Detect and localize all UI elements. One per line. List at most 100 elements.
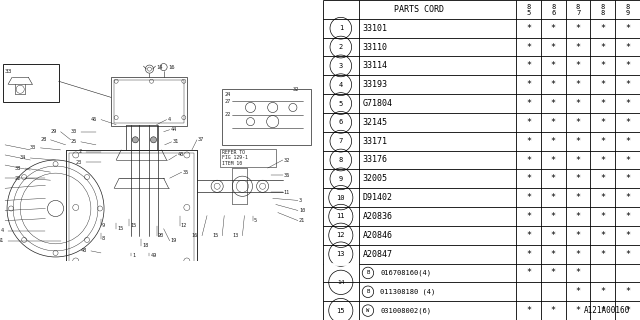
Text: 5: 5	[253, 218, 257, 223]
Text: *: *	[551, 268, 556, 277]
Text: G71804: G71804	[363, 99, 393, 108]
Text: *: *	[575, 268, 580, 277]
Text: *: *	[575, 174, 580, 183]
Text: 32005: 32005	[363, 174, 388, 183]
Text: 22: 22	[15, 176, 21, 181]
Text: 31: 31	[173, 139, 179, 144]
Text: 43: 43	[0, 186, 1, 191]
Text: B: B	[366, 270, 369, 276]
Bar	[68, 153, 194, 263]
Bar	[220, 149, 276, 167]
Text: 8: 8	[625, 4, 630, 10]
Text: *: *	[551, 80, 556, 89]
Text: 031008002(6): 031008002(6)	[380, 307, 431, 314]
Text: 1: 1	[132, 253, 136, 259]
Text: 25: 25	[70, 139, 77, 144]
Text: PARTS CORD: PARTS CORD	[394, 5, 444, 14]
Text: 4: 4	[168, 117, 171, 122]
Text: *: *	[526, 212, 531, 221]
Text: *: *	[526, 118, 531, 127]
Text: *: *	[575, 231, 580, 240]
Text: *: *	[526, 174, 531, 183]
Text: *: *	[575, 156, 580, 164]
Text: *: *	[600, 61, 605, 70]
Text: 5: 5	[339, 100, 343, 107]
Text: 15: 15	[337, 308, 345, 314]
Text: 8: 8	[551, 4, 556, 10]
Text: 11: 11	[284, 190, 290, 195]
Text: *: *	[526, 61, 531, 70]
Text: 8: 8	[339, 157, 343, 163]
Text: *: *	[575, 193, 580, 202]
Text: 13: 13	[337, 251, 345, 257]
Text: 40: 40	[178, 152, 184, 157]
Text: 32: 32	[284, 157, 290, 163]
Text: A121A00160: A121A00160	[584, 306, 630, 315]
Text: *: *	[625, 212, 630, 221]
Text: 3: 3	[339, 63, 343, 69]
Text: 32: 32	[293, 87, 299, 92]
Text: 2: 2	[79, 149, 82, 155]
Text: *: *	[600, 231, 605, 240]
Text: *: *	[551, 193, 556, 202]
Text: *: *	[625, 118, 630, 127]
Text: *: *	[575, 118, 580, 127]
Text: *: *	[526, 99, 531, 108]
Text: 38: 38	[15, 165, 21, 171]
Text: 8: 8	[576, 4, 580, 10]
Text: *: *	[526, 137, 531, 146]
Text: *: *	[600, 306, 605, 315]
Text: 11: 11	[337, 213, 345, 220]
Bar	[111, 77, 187, 126]
Text: 32145: 32145	[363, 118, 388, 127]
Text: *: *	[526, 156, 531, 164]
Text: *: *	[551, 61, 556, 70]
Text: *: *	[575, 137, 580, 146]
Text: 42: 42	[0, 218, 1, 223]
Text: A20847: A20847	[363, 250, 393, 259]
Bar	[222, 89, 311, 145]
Text: *: *	[575, 24, 580, 33]
Text: *: *	[551, 99, 556, 108]
Text: 8: 8	[601, 10, 605, 16]
Text: *: *	[526, 193, 531, 202]
Text: 16: 16	[169, 65, 175, 69]
Text: REFER TO: REFER TO	[222, 150, 245, 156]
Text: 36: 36	[284, 173, 290, 178]
Text: 9: 9	[625, 10, 630, 16]
Text: 34: 34	[20, 156, 26, 161]
Text: *: *	[526, 231, 531, 240]
Text: *: *	[551, 306, 556, 315]
Text: 33193: 33193	[363, 80, 388, 89]
Text: 10: 10	[299, 208, 305, 213]
Text: 12: 12	[337, 232, 345, 238]
Text: *: *	[551, 118, 556, 127]
Text: 23: 23	[76, 159, 82, 164]
Text: 7: 7	[576, 10, 580, 16]
Text: *: *	[575, 212, 580, 221]
Text: *: *	[625, 43, 630, 52]
Text: *: *	[625, 306, 630, 315]
Text: 29: 29	[51, 129, 56, 134]
Text: *: *	[575, 61, 580, 70]
Circle shape	[132, 137, 138, 143]
Text: *: *	[600, 174, 605, 183]
Text: 15: 15	[212, 233, 218, 238]
Text: 22: 22	[0, 176, 1, 181]
Text: *: *	[625, 174, 630, 183]
Text: 46: 46	[91, 117, 97, 122]
Text: 44: 44	[171, 127, 177, 132]
Text: *: *	[526, 306, 531, 315]
Text: 33: 33	[30, 145, 36, 150]
Text: 41: 41	[0, 208, 1, 213]
Text: *: *	[625, 137, 630, 146]
Text: *: *	[600, 250, 605, 259]
Text: 49: 49	[150, 253, 157, 259]
Text: *: *	[625, 24, 630, 33]
Text: 39: 39	[0, 163, 1, 168]
Text: 15: 15	[117, 226, 124, 231]
Text: *: *	[600, 43, 605, 52]
Text: 45: 45	[0, 198, 1, 203]
Text: 13: 13	[232, 233, 238, 238]
Text: 48: 48	[81, 248, 87, 253]
